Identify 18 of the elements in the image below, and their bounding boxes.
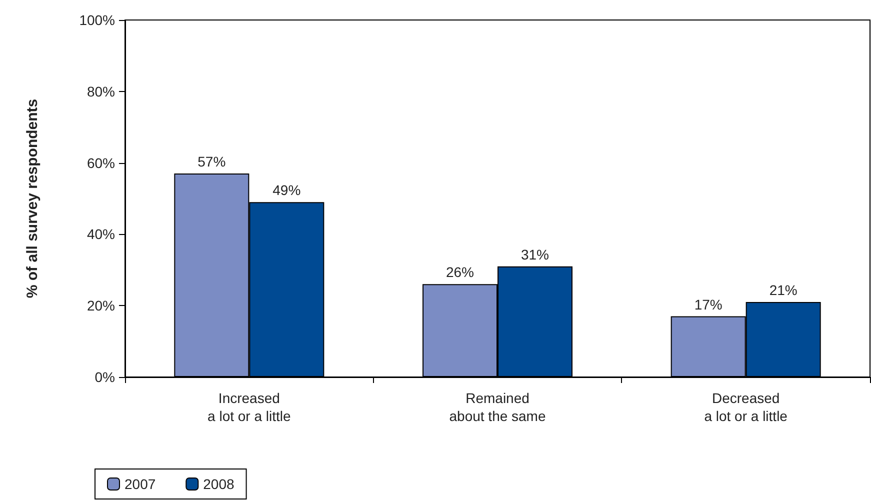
- y-tick-label: 60%: [86, 154, 115, 171]
- y-tick-label: 80%: [86, 83, 115, 100]
- y-axis-title: % of all survey respondents: [24, 98, 41, 298]
- data-label: 49%: [272, 182, 301, 198]
- data-label: 26%: [446, 264, 474, 280]
- x-tick-label: Decreased a lot or a little: [704, 390, 788, 424]
- x-tick-label: Remained about the same: [449, 390, 546, 424]
- data-label: 57%: [198, 154, 226, 170]
- y-tick-label: 100%: [79, 12, 115, 28]
- legend-label: 2008: [203, 476, 235, 492]
- y-tick-label: 20%: [86, 298, 115, 314]
- data-label: 17%: [694, 296, 722, 312]
- x-tick-label: Increased a lot or a little: [208, 390, 292, 424]
- data-label: 21%: [769, 282, 798, 298]
- y-tick-label: 40%: [86, 226, 115, 242]
- legend-label: 2007: [124, 476, 156, 492]
- y-tick-label: 0%: [94, 369, 115, 385]
- data-label: 31%: [520, 246, 550, 262]
